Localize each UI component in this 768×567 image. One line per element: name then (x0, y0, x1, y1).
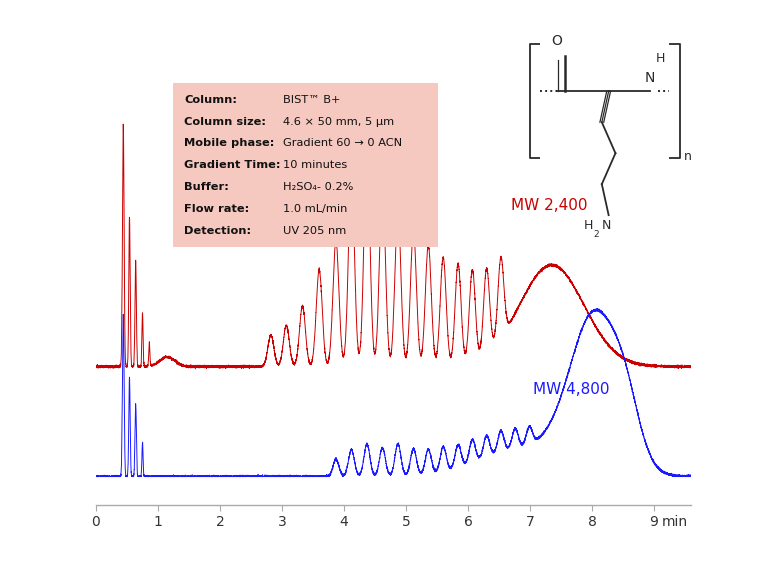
Text: 1.0 mL/min: 1.0 mL/min (283, 204, 348, 214)
Text: 2: 2 (594, 230, 599, 239)
Text: H: H (656, 52, 665, 65)
Text: MW 2,400: MW 2,400 (511, 198, 588, 213)
Text: N: N (602, 219, 611, 232)
Text: n: n (684, 150, 691, 163)
Text: BIST™ B+: BIST™ B+ (283, 95, 341, 105)
Text: Buffer:: Buffer: (184, 182, 229, 192)
Text: min: min (662, 515, 688, 528)
Text: Column:: Column: (184, 95, 237, 105)
Text: Gradient 60 → 0 ACN: Gradient 60 → 0 ACN (283, 138, 402, 149)
Text: 4.6 × 50 mm, 5 μm: 4.6 × 50 mm, 5 μm (283, 117, 395, 126)
Text: Mobile phase:: Mobile phase: (184, 138, 274, 149)
Text: Gradient Time:: Gradient Time: (184, 160, 280, 170)
Text: 10 minutes: 10 minutes (283, 160, 348, 170)
Text: Flow rate:: Flow rate: (184, 204, 250, 214)
Text: MW 4,800: MW 4,800 (533, 383, 610, 397)
Text: N: N (644, 71, 655, 85)
Text: O: O (551, 35, 562, 48)
Text: H₂SO₄- 0.2%: H₂SO₄- 0.2% (283, 182, 354, 192)
FancyBboxPatch shape (174, 83, 439, 247)
Text: Column size:: Column size: (184, 117, 266, 126)
Text: Detection:: Detection: (184, 226, 251, 236)
Text: UV 205 nm: UV 205 nm (283, 226, 346, 236)
Text: H: H (584, 219, 594, 232)
